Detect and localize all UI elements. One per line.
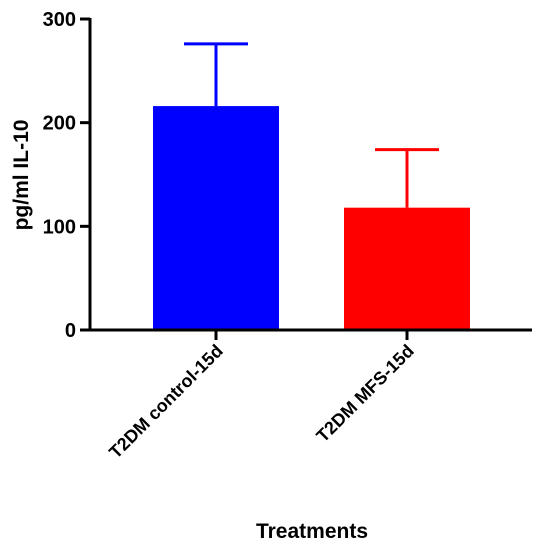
bars-group	[153, 42, 470, 330]
y-tick-label: 300	[43, 9, 76, 31]
y-tick-label: 200	[43, 113, 76, 135]
x-tick-label: T2DM control-15d	[105, 341, 227, 463]
y-axis-label: pg/ml IL-10	[10, 120, 33, 231]
y-tick-label: 100	[43, 216, 76, 238]
x-axis-label: Treatments	[256, 520, 368, 543]
bar	[344, 207, 470, 330]
y-tick-label: 0	[65, 320, 76, 342]
x-tick-label: T2DM MFS-15d	[312, 341, 417, 446]
bar	[153, 106, 279, 330]
